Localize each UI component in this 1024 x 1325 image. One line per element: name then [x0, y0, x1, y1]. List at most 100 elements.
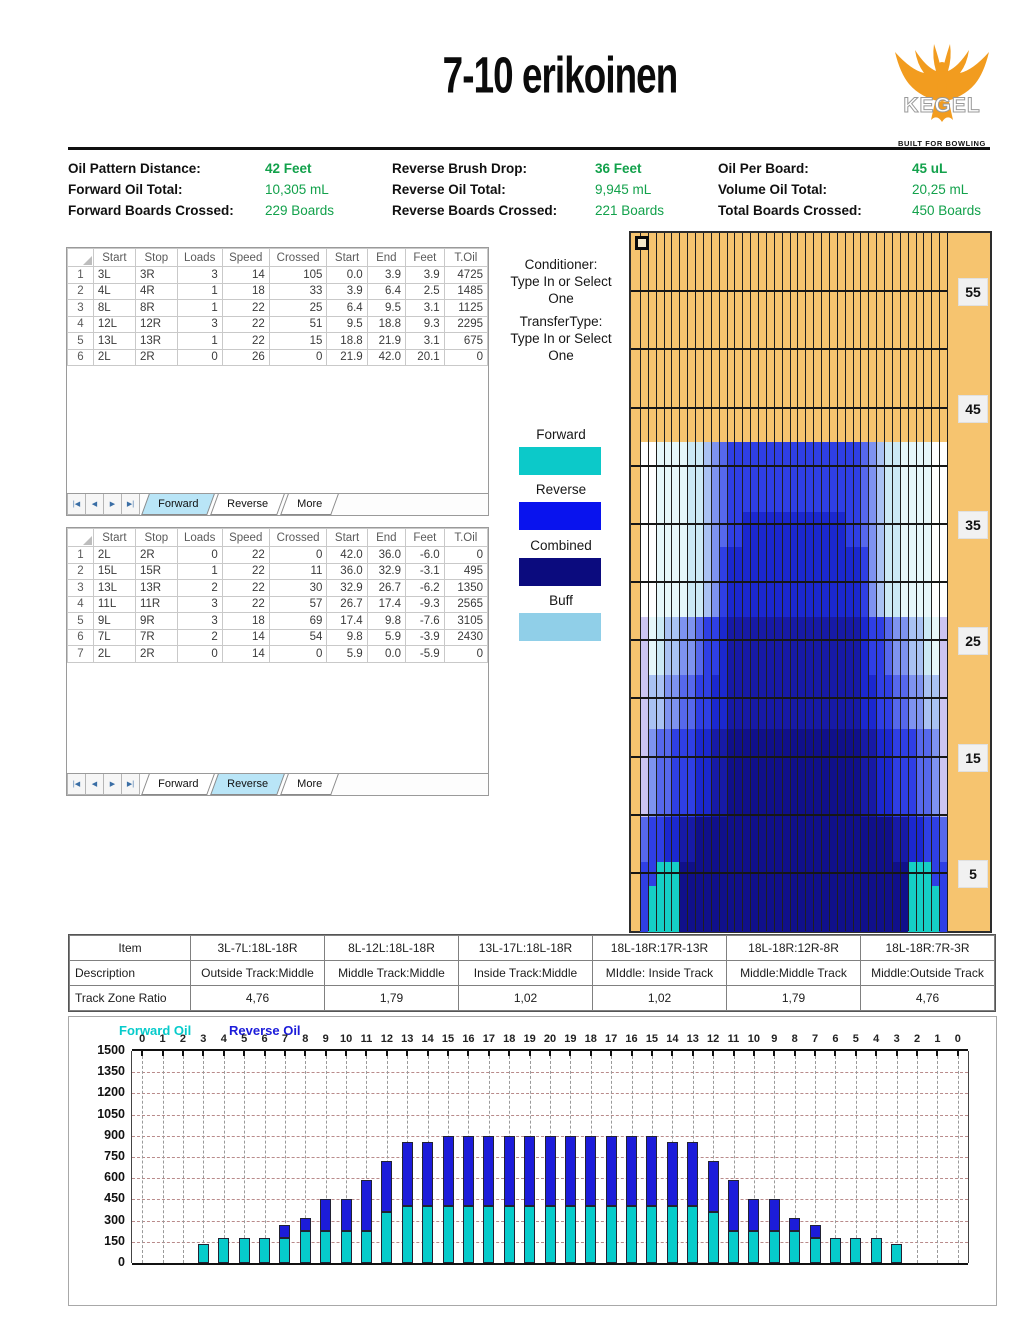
cell[interactable]: 2L: [92, 348, 136, 366]
cell[interactable]: 3: [176, 315, 223, 333]
prev-page-icon[interactable]: ◀: [85, 494, 104, 515]
cell[interactable]: 3: [176, 612, 223, 630]
row-number[interactable]: 6: [67, 348, 94, 366]
cell[interactable]: 30: [268, 579, 328, 597]
cell[interactable]: 9.3: [405, 315, 445, 333]
row-number[interactable]: 6: [67, 628, 94, 646]
column-header[interactable]: End: [366, 248, 407, 267]
cell[interactable]: 1: [176, 282, 223, 300]
row-number[interactable]: 5: [67, 332, 94, 350]
cell[interactable]: 22: [221, 299, 270, 317]
column-header[interactable]: Start: [92, 528, 136, 547]
cell[interactable]: -9.3: [405, 595, 445, 613]
row-number[interactable]: 3: [67, 579, 94, 597]
cell[interactable]: 7R: [134, 628, 178, 646]
cell[interactable]: 0: [268, 348, 328, 366]
row-number[interactable]: 4: [67, 595, 94, 613]
cell[interactable]: 15R: [134, 562, 178, 580]
cell[interactable]: 8L: [92, 299, 136, 317]
cell[interactable]: 12L: [92, 315, 136, 333]
cell[interactable]: 12R: [134, 315, 178, 333]
cell[interactable]: 51: [268, 315, 328, 333]
cell[interactable]: 7L: [92, 628, 136, 646]
cell[interactable]: 15: [268, 332, 328, 350]
cell[interactable]: -6.2: [405, 579, 445, 597]
cell[interactable]: 22: [221, 562, 270, 580]
cell[interactable]: 105: [268, 266, 328, 284]
row-number[interactable]: 1: [67, 546, 94, 564]
cell[interactable]: 3.1: [405, 299, 445, 317]
cell[interactable]: 9R: [134, 612, 178, 630]
cell[interactable]: -5.9: [405, 645, 445, 663]
cell[interactable]: -3.1: [405, 562, 445, 580]
cell[interactable]: 54: [268, 628, 328, 646]
column-header[interactable]: Start: [326, 248, 368, 267]
row-number[interactable]: 5: [67, 612, 94, 630]
prev-page-icon[interactable]: ◀: [85, 774, 104, 795]
cell[interactable]: 13R: [134, 332, 178, 350]
first-page-icon[interactable]: |◀: [67, 494, 86, 515]
cell[interactable]: 1: [176, 299, 223, 317]
column-header[interactable]: T.Oil: [443, 528, 489, 547]
column-header[interactable]: Stop: [134, 528, 178, 547]
column-header[interactable]: Crossed: [268, 528, 328, 547]
cell[interactable]: 4L: [92, 282, 136, 300]
cell[interactable]: 8R: [134, 299, 178, 317]
cell[interactable]: 9.8: [326, 628, 368, 646]
column-header[interactable]: End: [366, 528, 407, 547]
lane-corner-selection-square[interactable]: [635, 236, 649, 250]
cell[interactable]: 36.0: [366, 546, 407, 564]
cell[interactable]: 22: [221, 315, 270, 333]
column-header[interactable]: Feet: [405, 528, 445, 547]
cell[interactable]: 1350: [443, 579, 489, 597]
cell[interactable]: 17.4: [326, 612, 368, 630]
column-header[interactable]: Feet: [405, 248, 445, 267]
cell[interactable]: 9.5: [326, 315, 368, 333]
cell[interactable]: -7.6: [405, 612, 445, 630]
cell[interactable]: 2L: [92, 546, 136, 564]
cell[interactable]: 18: [221, 612, 270, 630]
cell[interactable]: 25: [268, 299, 328, 317]
column-header[interactable]: Stop: [134, 248, 178, 267]
row-number[interactable]: 2: [67, 562, 94, 580]
last-page-icon[interactable]: ▶|: [121, 494, 140, 515]
cell[interactable]: 42.0: [326, 546, 368, 564]
sheet-tab-more[interactable]: More: [280, 494, 340, 515]
cell[interactable]: 9.8: [366, 612, 407, 630]
last-page-icon[interactable]: ▶|: [121, 774, 140, 795]
cell[interactable]: 2: [176, 628, 223, 646]
row-number[interactable]: 7: [67, 645, 94, 663]
cell[interactable]: 6.4: [326, 299, 368, 317]
select-all-corner[interactable]: [67, 248, 94, 267]
cell[interactable]: 32.9: [366, 562, 407, 580]
cell[interactable]: 2: [176, 579, 223, 597]
column-header[interactable]: Crossed: [268, 248, 328, 267]
next-page-icon[interactable]: ▶: [103, 494, 122, 515]
cell[interactable]: 0: [268, 645, 328, 663]
cell[interactable]: 57: [268, 595, 328, 613]
cell[interactable]: 32.9: [326, 579, 368, 597]
sheet-tab-reverse[interactable]: Reverse: [210, 774, 286, 795]
cell[interactable]: 3.9: [366, 266, 407, 284]
cell[interactable]: -6.0: [405, 546, 445, 564]
cell[interactable]: 21.9: [326, 348, 368, 366]
cell[interactable]: 2L: [92, 645, 136, 663]
cell[interactable]: 69: [268, 612, 328, 630]
cell[interactable]: 1125: [443, 299, 489, 317]
cell[interactable]: 2.5: [405, 282, 445, 300]
cell[interactable]: 495: [443, 562, 489, 580]
cell[interactable]: 0: [176, 645, 223, 663]
cell[interactable]: 2R: [134, 348, 178, 366]
column-header[interactable]: Loads: [176, 248, 223, 267]
cell[interactable]: 14: [221, 266, 270, 284]
cell[interactable]: 3L: [92, 266, 136, 284]
cell[interactable]: 3: [176, 266, 223, 284]
column-header[interactable]: T.Oil: [443, 248, 489, 267]
cell[interactable]: 20.1: [405, 348, 445, 366]
row-number[interactable]: 2: [67, 282, 94, 300]
cell[interactable]: 13R: [134, 579, 178, 597]
cell[interactable]: 3: [176, 595, 223, 613]
cell[interactable]: 0.0: [366, 645, 407, 663]
cell[interactable]: 13L: [92, 332, 136, 350]
cell[interactable]: 14: [221, 645, 270, 663]
